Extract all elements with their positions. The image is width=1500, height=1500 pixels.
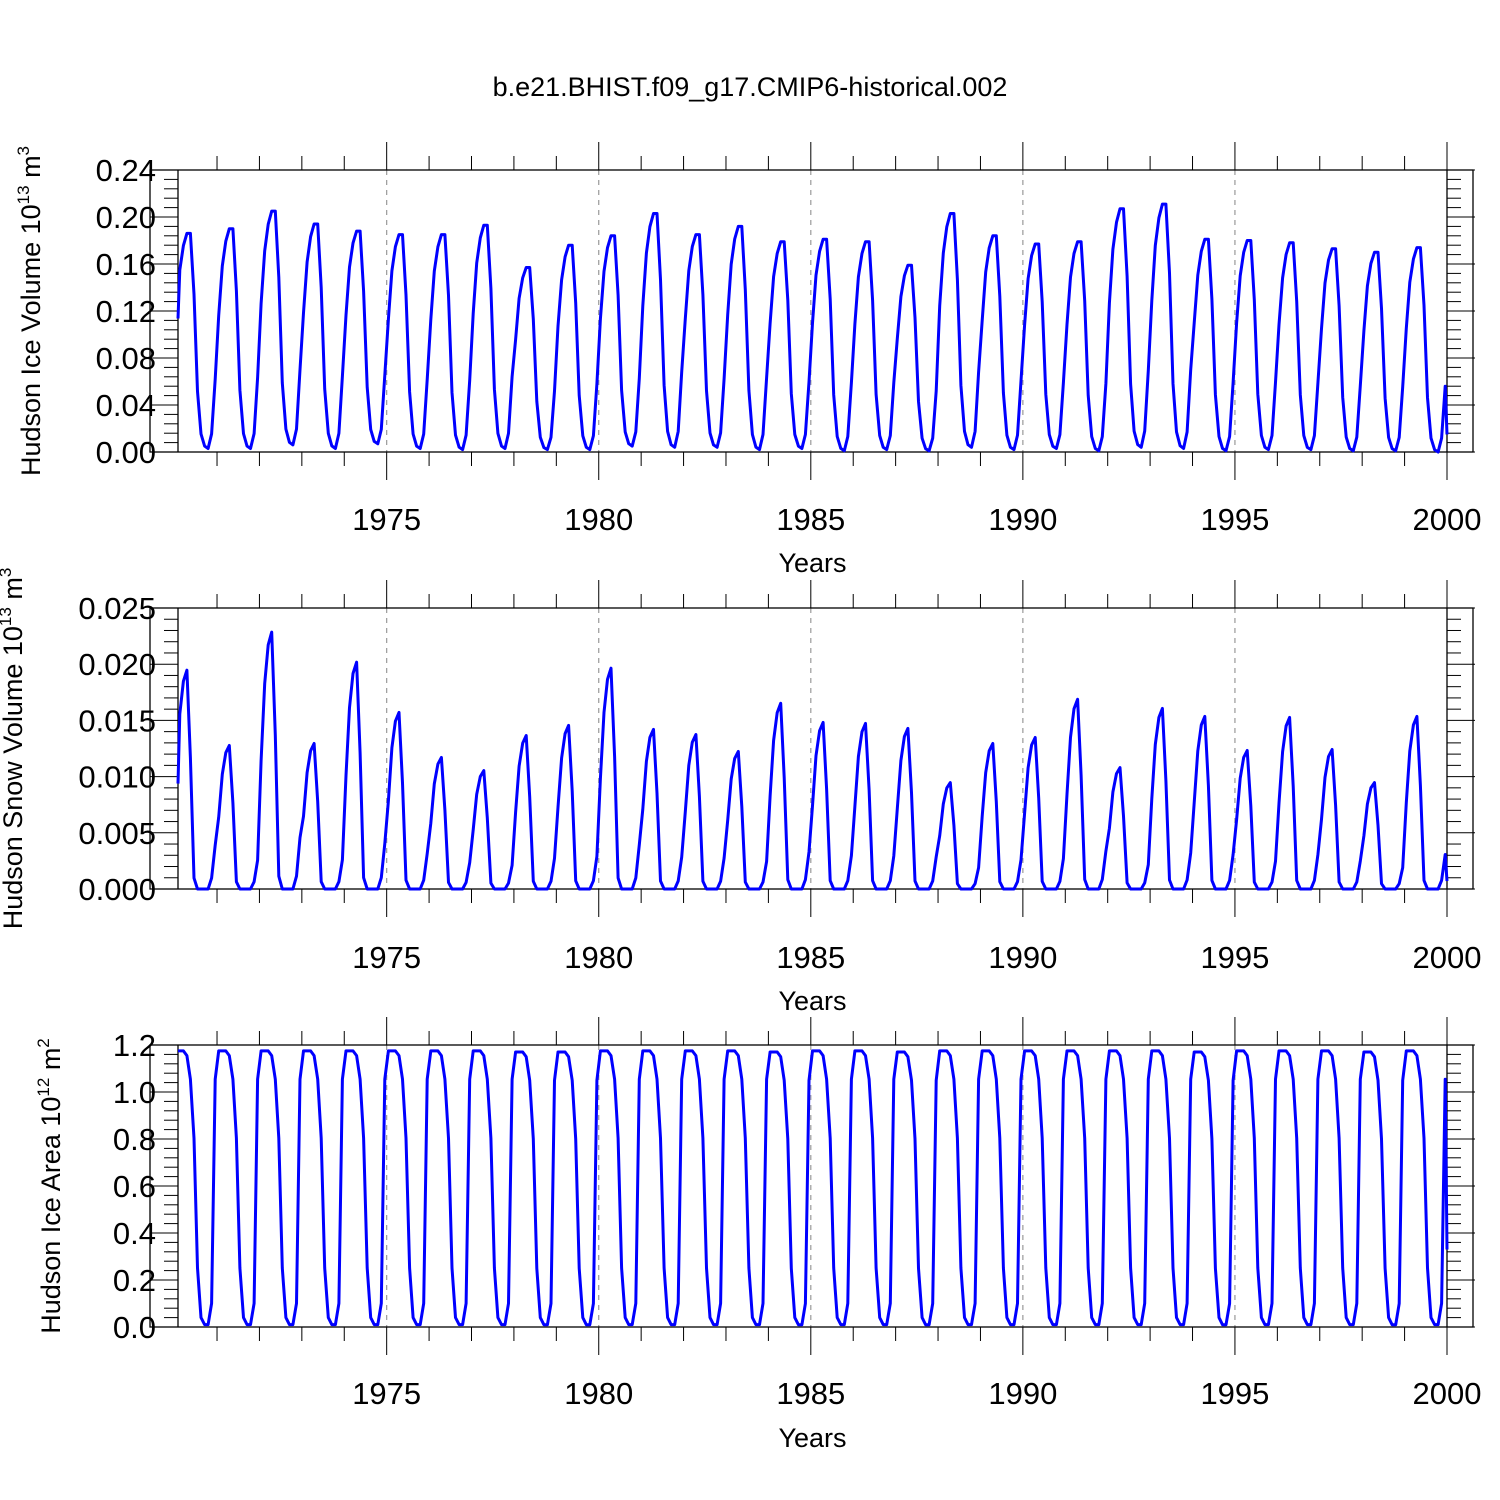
x-tick-label: 2000 [1413,940,1482,975]
panel-2: 0.000 0.005 0.010 0.015 0.020 0.025 1975 1980 19… [0,568,1481,1016]
x-tick-label: 1985 [776,940,845,975]
y-tick-label: 0.005 [78,816,156,851]
figure-title: b.e21.BHIST.f09_g17.CMIP6-historical.002 [493,72,1008,102]
x-axis-label: Years [778,986,846,1016]
y-axis-label: Hudson Snow Volume 1013 m3 [0,568,28,930]
y-tick-label: 0.12 [96,294,156,329]
series-line [176,202,1449,454]
y-tick-label: 0.00 [96,435,156,470]
x-tick-label: 1990 [988,940,1057,975]
x-tick-label: 1995 [1200,940,1269,975]
x-tick-label: 1975 [352,940,421,975]
y-tick-label: 1.0 [113,1075,156,1110]
x-axis-label: Years [778,548,846,578]
x-tick-label: 1975 [352,502,421,537]
y-tick-label: 0.020 [78,647,156,682]
x-tick-label: 1980 [564,940,633,975]
y-tick-label: 0.6 [113,1169,156,1204]
x-tick-label: 1990 [988,502,1057,537]
y-tick-label: 0.16 [96,247,156,282]
y-tick-label: 0.08 [96,341,156,376]
y-tick-label: 0.0 [113,1310,156,1345]
panels: 0.00 0.04 0.08 0.12 0.16 0.20 0.24 1975 1980 1985… [0,142,1481,1453]
x-tick-label: 1990 [988,1376,1057,1411]
y-tick-label: 0.010 [78,760,156,795]
series-line [176,630,1449,891]
plot-frame [149,607,1474,890]
x-tick-label: 1980 [564,1376,633,1411]
x-tick-label: 2000 [1413,1376,1482,1411]
x-tick-label: 1980 [564,502,633,537]
y-tick-label: 0.4 [113,1216,156,1251]
x-tick-label: 1995 [1200,502,1269,537]
x-tick-label: 1985 [776,1376,845,1411]
y-tick-label: 0.015 [78,703,156,738]
x-tick-label: 1985 [776,502,845,537]
y-tick-label: 0.2 [113,1263,156,1298]
x-tick-label: 1995 [1200,1376,1269,1411]
y-tick-label: 0.24 [96,153,156,188]
x-axis-label: Years [778,1423,846,1453]
y-tick-label: 0.025 [78,591,156,626]
y-tick-label: 0.8 [113,1122,156,1157]
y-axis-label: Hudson Ice Volume 1013 m3 [14,146,46,476]
panel-3: 0.0 0.2 0.4 0.6 0.8 1.0 1.2 1975 1980 1985 1990 199… [34,1017,1481,1453]
y-tick-label: 1.2 [113,1028,156,1063]
x-tick-label: 2000 [1413,502,1482,537]
y-tick-label: 0.000 [78,872,156,907]
y-tick-label: 0.20 [96,200,156,235]
panel-1: 0.00 0.04 0.08 0.12 0.16 0.20 0.24 1975 1980 1985… [14,142,1481,578]
y-tick-label: 0.04 [96,388,156,423]
x-tick-label: 1975 [352,1376,421,1411]
y-axis-label: Hudson Ice Area 1012 m2 [34,1038,66,1334]
series-line [178,1049,1449,1327]
